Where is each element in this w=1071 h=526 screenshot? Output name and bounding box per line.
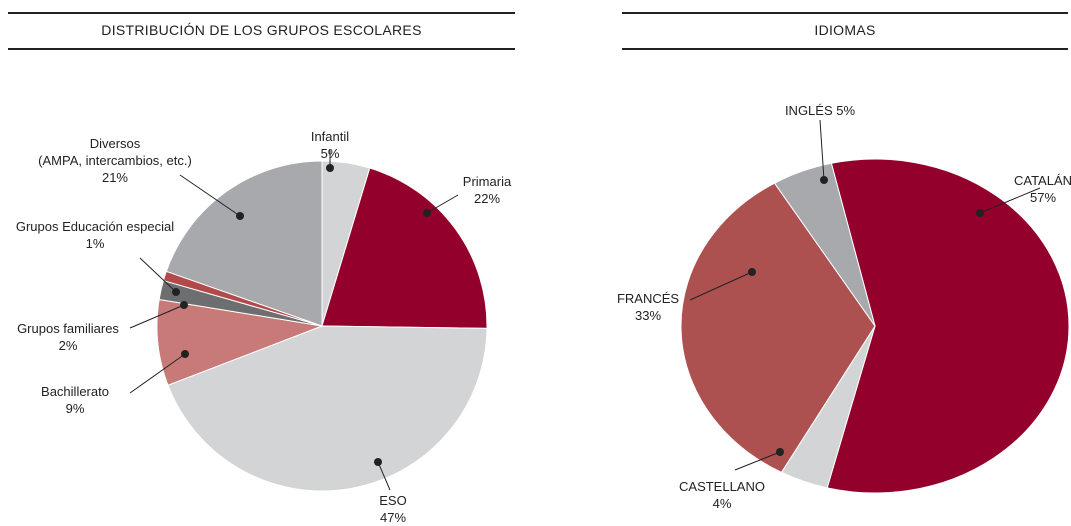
value-label: 4% bbox=[712, 496, 732, 511]
slice-label: Primaria 22% bbox=[463, 173, 511, 207]
leader-line bbox=[129, 353, 186, 394]
value-label: 47% bbox=[379, 510, 407, 525]
value-label: 5% bbox=[836, 103, 856, 118]
leader-line bbox=[139, 257, 177, 293]
value-label: 5% bbox=[320, 146, 340, 161]
value-label: 1% bbox=[85, 236, 105, 251]
category-label: FRANCÉS bbox=[616, 291, 680, 306]
slice-label: Diversos (AMPA, intercambios, etc.) 21% bbox=[38, 135, 192, 186]
leader-dot bbox=[172, 288, 180, 296]
leader-dot bbox=[776, 448, 784, 456]
category-label: Diversos (AMPA, intercambios, etc.) bbox=[38, 136, 192, 168]
value-label: 21% bbox=[101, 170, 129, 185]
category-label: Bachillerato bbox=[41, 384, 109, 399]
pie-slice bbox=[167, 325, 488, 492]
slice-label: Bachillerato 9% bbox=[41, 383, 109, 417]
leader-dot bbox=[180, 301, 188, 309]
pie-slice bbox=[773, 162, 876, 327]
leader-line bbox=[129, 304, 185, 329]
category-label: Grupos familiares bbox=[17, 321, 119, 336]
value-label: 2% bbox=[58, 338, 78, 353]
pie-slice bbox=[156, 298, 324, 386]
value-label: 22% bbox=[473, 191, 501, 206]
leader-line bbox=[979, 187, 1041, 214]
leader-dot bbox=[423, 209, 431, 217]
slice-label: Grupos familiares 2% bbox=[17, 320, 119, 354]
leader-line bbox=[819, 119, 825, 181]
slice-label: CASTELLANO 4% bbox=[679, 478, 765, 512]
leader-dot bbox=[820, 176, 828, 184]
slice-label: Infantil 5% bbox=[311, 128, 349, 162]
category-label: Primaria bbox=[462, 174, 512, 189]
leader-line bbox=[426, 194, 459, 214]
slice-label: INGLÉS 5% bbox=[785, 102, 855, 119]
value-label: 9% bbox=[65, 401, 85, 416]
leader-dot bbox=[976, 209, 984, 217]
slice-label: FRANCÉS 33% bbox=[617, 290, 679, 324]
pie-slice bbox=[165, 160, 323, 327]
pie-slice bbox=[680, 182, 876, 473]
value-label: 33% bbox=[634, 308, 662, 323]
leader-dot bbox=[748, 268, 756, 276]
leader-line bbox=[377, 461, 391, 491]
leader-dot bbox=[326, 164, 334, 172]
leader-line bbox=[179, 174, 241, 217]
category-label: INGLÉS bbox=[784, 103, 833, 118]
pie-slice bbox=[826, 158, 1070, 494]
leader-dot bbox=[236, 212, 244, 220]
slice-label: CATALÁN 57% bbox=[1014, 172, 1071, 206]
leader-line bbox=[689, 271, 753, 301]
chart-title: IDIOMAS bbox=[814, 22, 876, 38]
leader-line bbox=[734, 451, 781, 471]
leader-dot bbox=[374, 458, 382, 466]
category-label: CASTELLANO bbox=[679, 479, 765, 494]
category-label: Infantil bbox=[310, 129, 350, 144]
category-label: CATALÁN bbox=[1013, 173, 1071, 188]
leader-dot bbox=[181, 350, 189, 358]
category-label: ESO bbox=[379, 493, 407, 508]
category-label: Grupos Educación especial bbox=[15, 219, 175, 234]
slice-label: ESO 47% bbox=[379, 492, 406, 526]
slice-label: Grupos Educación especial 1% bbox=[16, 218, 174, 252]
value-label: 57% bbox=[1029, 190, 1057, 205]
chart-title: DISTRIBUCIÓN DE LOS GRUPOS ESCOLARES bbox=[101, 22, 422, 38]
pie-slice bbox=[321, 167, 488, 329]
